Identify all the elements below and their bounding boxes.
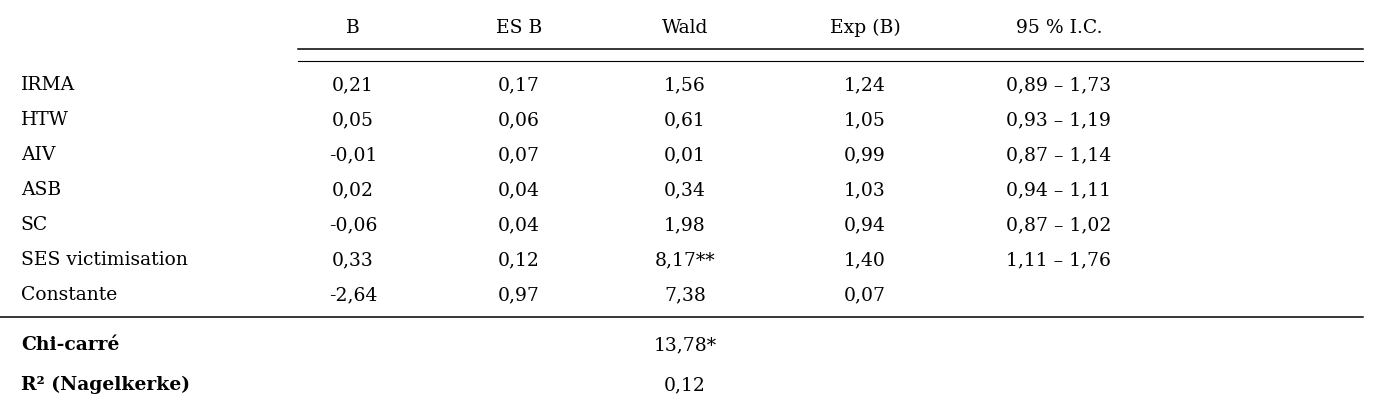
Text: -0,06: -0,06 [329,216,376,233]
Text: 0,61: 0,61 [664,111,706,129]
Text: 0,97: 0,97 [498,285,540,303]
Text: 0,34: 0,34 [664,180,706,199]
Text: 0,02: 0,02 [332,180,374,199]
Text: AIV: AIV [21,146,55,164]
Text: 0,01: 0,01 [664,146,706,164]
Text: 0,87 – 1,02: 0,87 – 1,02 [1006,216,1111,233]
Text: Chi-carré: Chi-carré [21,335,119,353]
Text: 0,04: 0,04 [498,216,540,233]
Text: ASB: ASB [21,180,61,199]
Text: Exp (B): Exp (B) [829,19,901,37]
Text: 0,94 – 1,11: 0,94 – 1,11 [1006,180,1111,199]
Text: 0,04: 0,04 [498,180,540,199]
Text: 1,24: 1,24 [844,76,886,94]
Text: 0,12: 0,12 [498,250,540,268]
Text: Constante: Constante [21,285,118,303]
Text: 13,78*: 13,78* [653,335,717,353]
Text: 0,33: 0,33 [332,250,374,268]
Text: 0,07: 0,07 [844,285,886,303]
Text: 8,17**: 8,17** [655,250,716,268]
Text: R² (Nagelkerke): R² (Nagelkerke) [21,375,190,393]
Text: -2,64: -2,64 [329,285,376,303]
Text: 0,89 – 1,73: 0,89 – 1,73 [1006,76,1111,94]
Text: 0,94: 0,94 [844,216,886,233]
Text: 0,17: 0,17 [498,76,540,94]
Text: 1,98: 1,98 [664,216,706,233]
Text: 0,12: 0,12 [664,375,706,393]
Text: IRMA: IRMA [21,76,75,94]
Text: 0,99: 0,99 [844,146,886,164]
Text: 1,03: 1,03 [844,180,886,199]
Text: 7,38: 7,38 [664,285,706,303]
Text: 95 % I.C.: 95 % I.C. [1016,19,1102,37]
Text: B: B [346,19,360,37]
Text: 0,07: 0,07 [498,146,540,164]
Text: 0,06: 0,06 [498,111,540,129]
Text: 1,11 – 1,76: 1,11 – 1,76 [1006,250,1111,268]
Text: 1,05: 1,05 [844,111,886,129]
Text: 0,87 – 1,14: 0,87 – 1,14 [1006,146,1111,164]
Text: 0,05: 0,05 [332,111,374,129]
Text: ES B: ES B [495,19,543,37]
Text: HTW: HTW [21,111,69,129]
Text: -0,01: -0,01 [329,146,376,164]
Text: 1,56: 1,56 [664,76,706,94]
Text: SES victimisation: SES victimisation [21,250,188,268]
Text: 0,93 – 1,19: 0,93 – 1,19 [1006,111,1111,129]
Text: Wald: Wald [662,19,709,37]
Text: 1,40: 1,40 [844,250,886,268]
Text: SC: SC [21,216,48,233]
Text: 0,21: 0,21 [332,76,374,94]
